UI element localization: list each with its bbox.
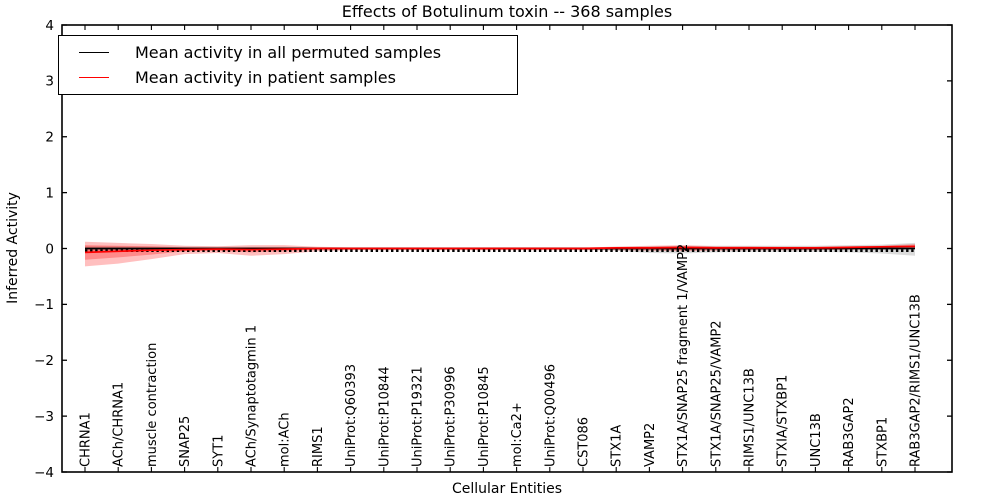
x-tick-label: SNAP25 (178, 416, 193, 467)
x-tick-label: UniProt:P30996 (444, 366, 459, 467)
y-tick-label: 4 (45, 18, 54, 34)
x-tick-label: STXIA/STXBP1 (776, 375, 791, 467)
x-tick-label: STX1A (610, 425, 625, 467)
legend-label-permuted: Mean activity in all permuted samples (135, 43, 442, 62)
y-tick-label: −1 (34, 297, 54, 313)
x-tick-label: UniProt:P19321 (411, 366, 426, 467)
x-tick-label: RIMS1 (311, 426, 326, 467)
x-tick-label: STXBP1 (875, 417, 890, 467)
x-tick-label: UniProt:P10845 (477, 366, 492, 467)
x-tick-label: CST086 (577, 417, 592, 467)
x-tick-label: UniProt:P10844 (377, 366, 392, 467)
x-tick-label: UniProt:Q00496 (543, 364, 558, 467)
legend-label-patient: Mean activity in patient samples (135, 68, 396, 87)
y-tick-label: 2 (45, 130, 54, 146)
x-tick-label: UniProt:Q60393 (344, 364, 359, 467)
x-tick-label: STX1A/SNAP25 fragment 1/VAMP2 (676, 244, 691, 467)
patient-line-swatch (79, 77, 109, 78)
patient-mean-line (84, 245, 916, 254)
x-tick-label: RIMS1/UNC13B (743, 368, 758, 467)
patient-samples-outer-band (85, 241, 915, 267)
legend-item-patient: Mean activity in patient samples (59, 65, 517, 90)
y-tick-label: −3 (34, 409, 54, 425)
x-tick-label: muscle contraction (145, 343, 160, 467)
legend-item-permuted: Mean activity in all permuted samples (59, 40, 517, 65)
x-tick-label: RAB3GAP2 (842, 397, 857, 467)
x-tick-label: UNC13B (809, 413, 824, 467)
x-tick-label: mol:Ca2+ (510, 402, 525, 467)
y-tick-label: 0 (45, 241, 54, 257)
x-tick-label: VAMP2 (643, 423, 658, 467)
y-tick-label: 3 (45, 74, 54, 90)
x-tick-label: SYT1 (211, 435, 226, 467)
x-tick-label: mol:ACh (278, 412, 293, 467)
x-tick-label: CHRNA1 (79, 412, 94, 467)
x-axis-label: Cellular Entities (451, 481, 563, 497)
x-tick-label: ACh/Synaptotagmin 1 (245, 325, 260, 467)
x-tick-label: STX1A/SNAP25/VAMP2 (709, 320, 724, 467)
y-tick-label: 1 (45, 185, 54, 201)
permuted-line-swatch (79, 52, 109, 53)
y-tick-label: −2 (34, 353, 54, 369)
x-tick-label: ACh/CHRNA1 (112, 382, 127, 467)
chart-title: Effects of Botulinum toxin -- 368 sample… (341, 2, 673, 21)
y-tick-label: −4 (34, 465, 54, 481)
x-tick-label: RAB3GAP2/RIMS1/UNC13B (909, 294, 924, 467)
legend: Mean activity in all permuted samples Me… (58, 35, 518, 95)
